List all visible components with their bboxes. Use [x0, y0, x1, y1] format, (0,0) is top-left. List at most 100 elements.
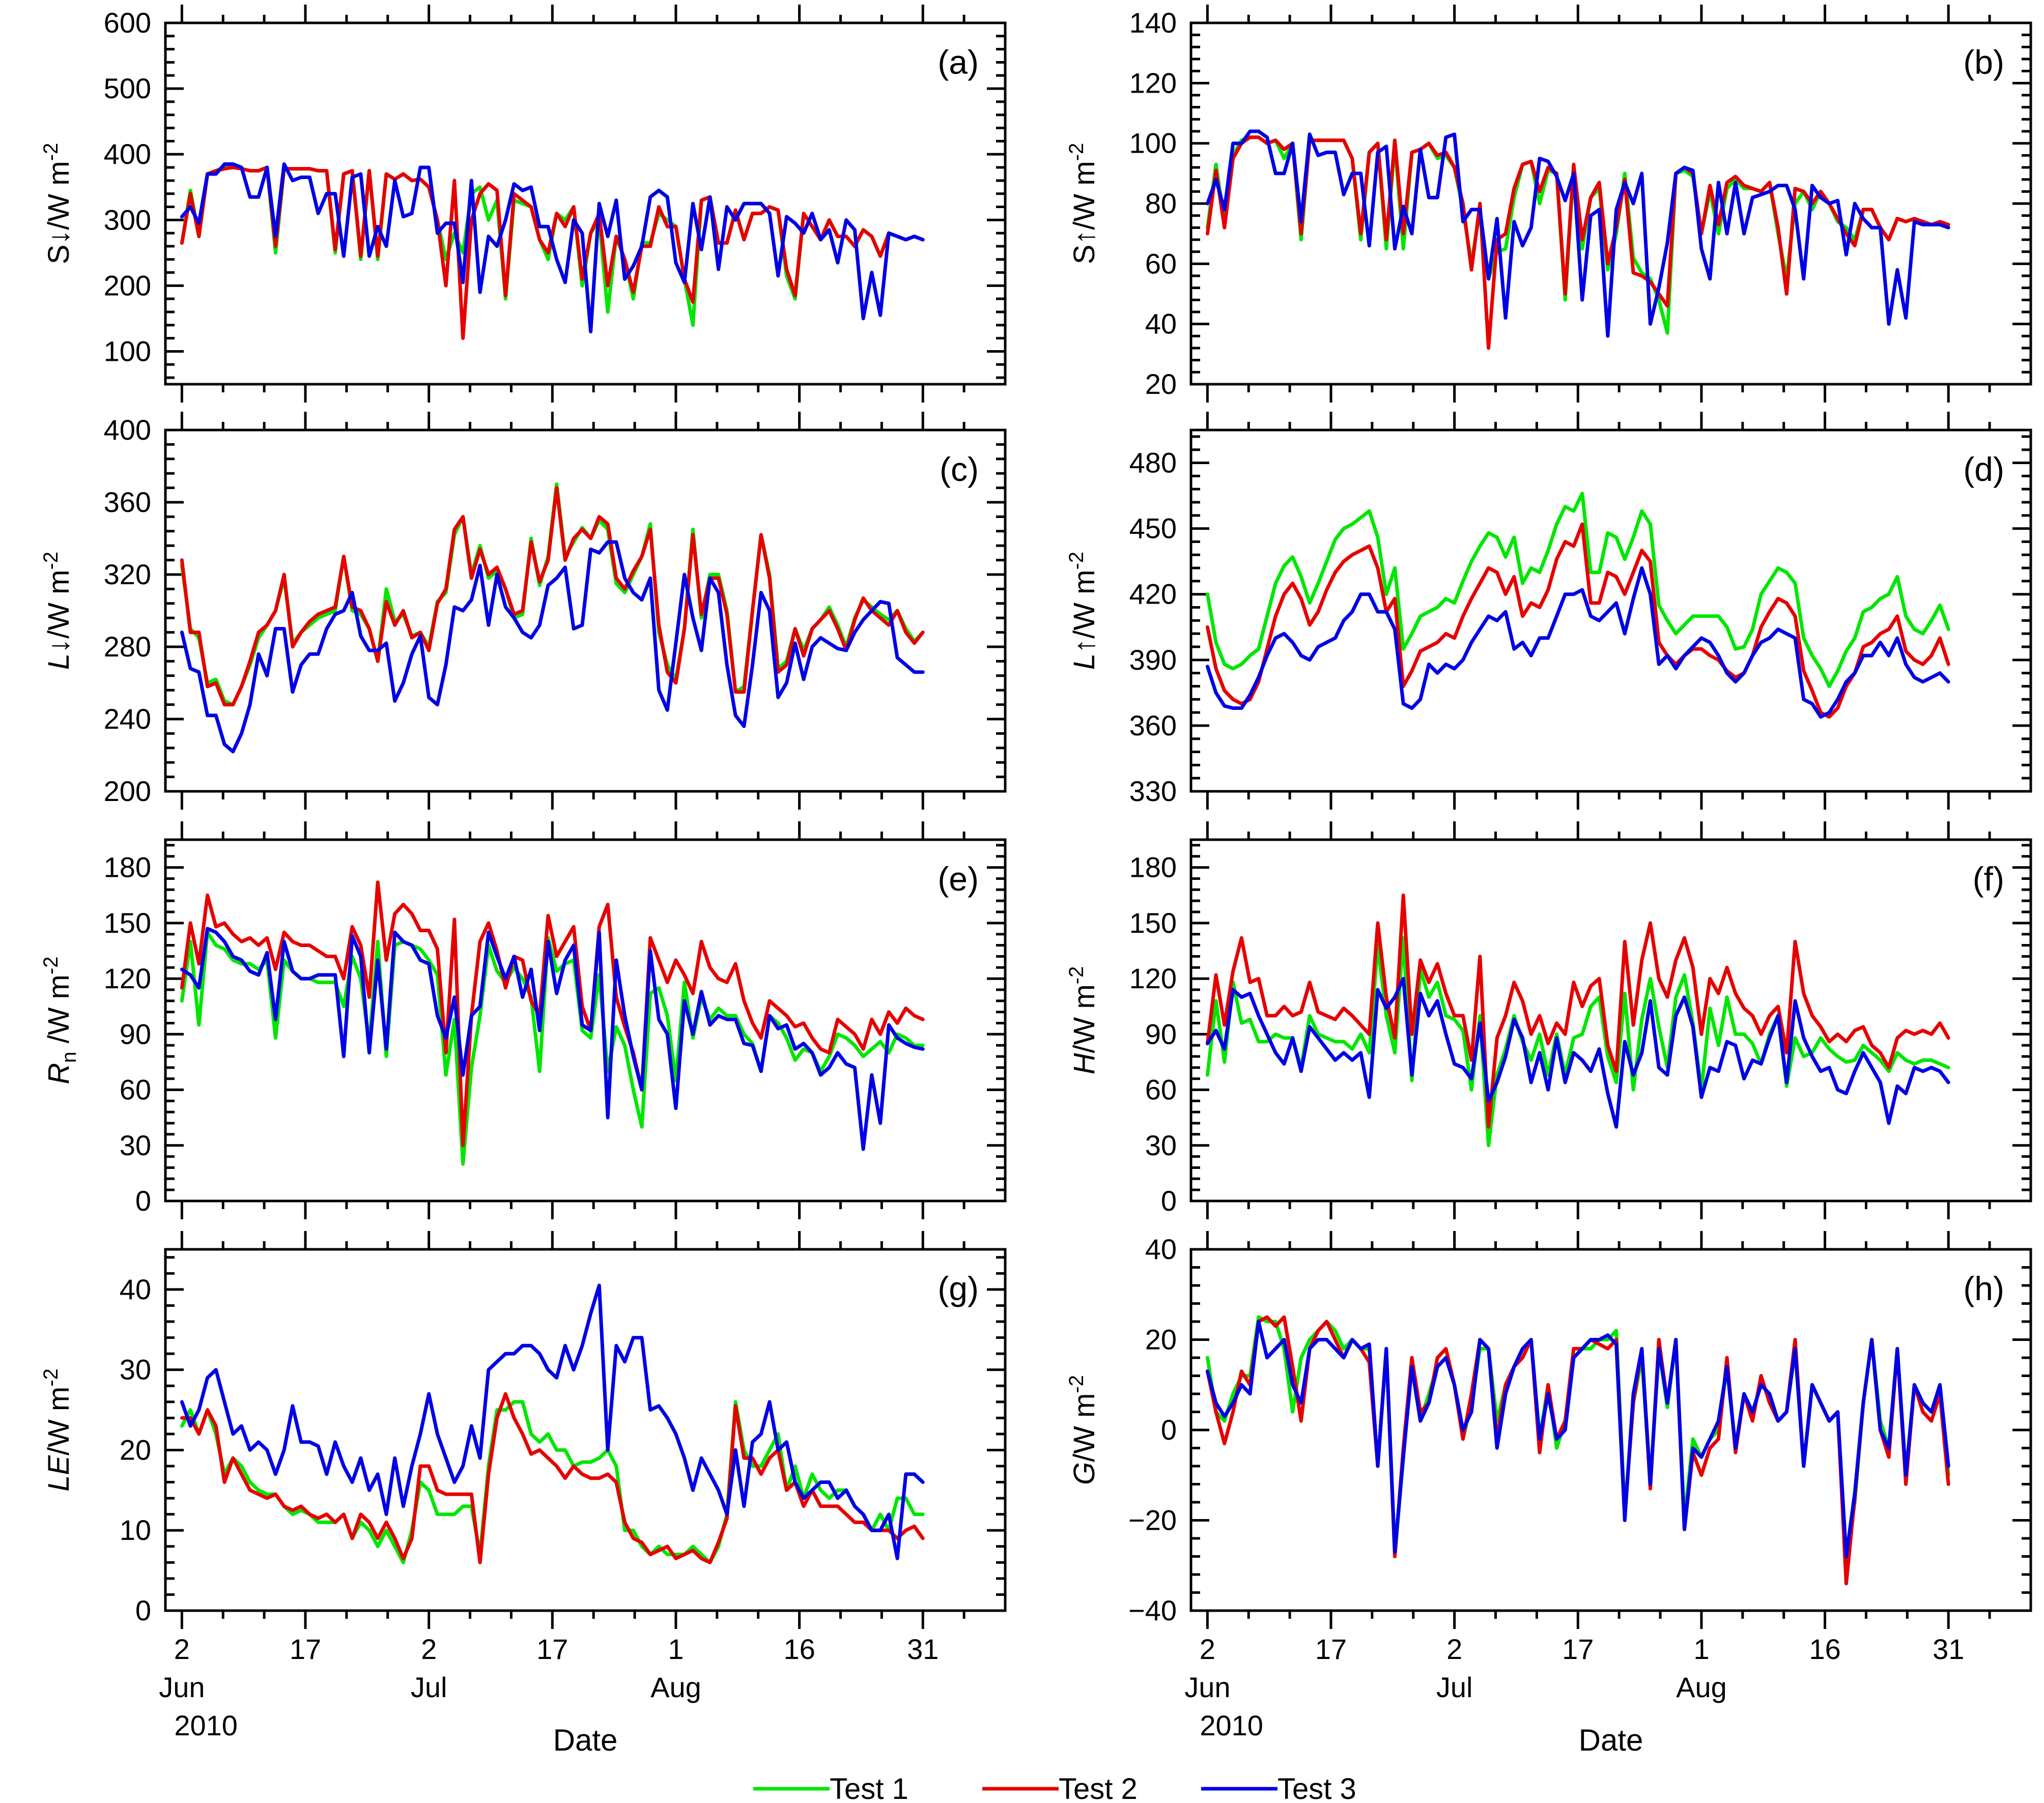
series-line-test-2 — [1205, 135, 1950, 350]
y-tick-label: 60 — [120, 1074, 151, 1106]
series-group — [180, 880, 925, 1166]
panel-h: −40 −20 0 20 40 2 Jun 2010 17 2 Jul 17 1 Aug 16 31 (h) G/… — [1065, 1231, 2032, 1741]
y-tick-label: 30 — [120, 1354, 151, 1386]
y-tick-label: 200 — [104, 775, 151, 807]
y-tick-label: 100 — [1129, 127, 1177, 159]
y-tick-label: 60 — [1145, 1074, 1177, 1106]
x-tick-month-label: Aug — [650, 1671, 701, 1703]
series-line-test-2 — [1205, 1315, 1950, 1586]
x-tick-year-label: 2010 — [174, 1709, 238, 1741]
series-group — [180, 1283, 925, 1564]
panel-label: (h) — [1963, 1270, 2004, 1307]
y-axis-title-unit: S↑/W m — [1068, 161, 1101, 264]
y-axis-title-symbol: LE — [42, 1455, 75, 1492]
y-tick-label: 480 — [1129, 447, 1177, 479]
plot-frame — [164, 1248, 1007, 1612]
y-axis-title-superscript: -2 — [1065, 1375, 1088, 1393]
series-group — [1205, 129, 1950, 350]
y-axis-title-symbol: L — [42, 653, 75, 670]
series-group — [1205, 893, 1950, 1148]
y-axis-title-superscript: -2 — [1065, 143, 1088, 161]
y-tick-label: 400 — [104, 414, 151, 446]
series-line-test-3 — [1205, 1320, 1950, 1558]
panel-e: 0 30 60 90 120 150 180 (e) Rn /W m-2 — [40, 821, 1007, 1219]
x-tick-month-label: Jun — [159, 1671, 205, 1703]
x-tick-label: 17 — [1562, 1633, 1594, 1665]
y-tick-label: 420 — [1129, 578, 1177, 610]
y-tick-label: 0 — [1161, 1414, 1177, 1446]
y-tick-label: 100 — [104, 335, 151, 367]
y-tick-label: 200 — [104, 269, 151, 301]
series-line-test-2 — [180, 165, 925, 340]
y-tick-label: 600 — [104, 7, 151, 39]
x-tick-label: 17 — [1315, 1633, 1347, 1665]
y-axis-title-unit: ↓/W m — [42, 570, 75, 653]
y-tick-label: 390 — [1129, 644, 1177, 676]
series-line-test-3 — [180, 540, 925, 754]
panel-label: (e) — [938, 860, 979, 898]
x-tick-label: 31 — [1933, 1633, 1964, 1665]
legend: Test 1 Test 2 Test 3 — [753, 1772, 1356, 1803]
y-tick-label: 120 — [1129, 962, 1177, 994]
y-tick-label: 30 — [1145, 1129, 1177, 1161]
plot-frame — [164, 21, 1007, 386]
y-tick-label: 300 — [104, 204, 151, 236]
y-tick-label: −40 — [1128, 1594, 1177, 1626]
y-tick-label: 40 — [120, 1273, 151, 1305]
x-tick-month-label: Aug — [1676, 1671, 1727, 1703]
panel-g: 0 10 20 30 40 2 Jun 2010 17 2 Jul 17 1 Aug 16 31 (g) LE/W… — [40, 1231, 1007, 1741]
y-axis-title: H/W m-2 — [1065, 966, 1101, 1075]
panel-label: (a) — [938, 43, 979, 81]
x-tick-label: 2 — [421, 1633, 437, 1665]
y-tick-label: 280 — [104, 631, 151, 663]
y-axis-title: G/W m-2 — [1065, 1375, 1101, 1485]
series-line-test-3 — [1205, 977, 1950, 1129]
y-tick-label: 180 — [1129, 851, 1177, 883]
y-axis-title: Rn /W m-2 — [40, 956, 80, 1084]
y-tick-label: 90 — [120, 1018, 151, 1050]
series-line-test-2 — [180, 880, 925, 1148]
y-tick-label: 120 — [104, 962, 151, 994]
legend-label: Test 2 — [1059, 1772, 1138, 1803]
y-axis-title-unit: S↓/W m — [42, 161, 75, 264]
y-axis-title: S↑/W m-2 — [1065, 143, 1101, 265]
x-tick-year-label: 2010 — [1200, 1709, 1263, 1741]
legend-label: Test 3 — [1278, 1772, 1356, 1803]
series-line-test-2 — [180, 1392, 925, 1564]
y-tick-label: 450 — [1129, 512, 1177, 545]
y-tick-label: 240 — [104, 703, 151, 735]
x-tick-month-label: Jun — [1184, 1671, 1230, 1703]
y-tick-label: 40 — [1145, 1233, 1177, 1265]
y-axis-title-unit: ↑/W m — [1068, 570, 1101, 653]
series-line-test-3 — [1205, 566, 1950, 719]
y-tick-label: 80 — [1145, 187, 1177, 219]
series-group — [180, 162, 925, 340]
x-tick-label: 1 — [668, 1633, 684, 1665]
y-axis-title-unit: /W m — [42, 975, 75, 1051]
y-axis-title-unit: /W m — [1068, 1393, 1101, 1462]
y-tick-label: 90 — [1145, 1018, 1177, 1050]
y-axis-title-superscript: -2 — [1065, 552, 1088, 570]
series-line-test-3 — [180, 1283, 925, 1560]
y-tick-label: 10 — [120, 1514, 151, 1546]
plot-frame — [164, 838, 1007, 1203]
y-tick-label: 0 — [135, 1594, 151, 1626]
panel-c: 200 240 280 320 360 400 (c) L↓/W m-2 — [40, 412, 1007, 810]
series-line-test-2 — [1205, 522, 1950, 719]
x-tick-label: 2 — [1446, 1633, 1462, 1665]
y-tick-label: 0 — [1161, 1185, 1177, 1217]
y-tick-label: −20 — [1128, 1504, 1177, 1536]
y-tick-label: 0 — [135, 1185, 151, 1217]
plot-frame — [1189, 428, 2032, 793]
y-axis-title: LE/W m-2 — [40, 1368, 75, 1492]
series-group — [180, 482, 925, 754]
series-line-test-1 — [180, 1400, 925, 1564]
x-tick-month-label: Jul — [411, 1671, 447, 1703]
legend-label: Test 1 — [830, 1772, 909, 1803]
y-tick-label: 20 — [120, 1434, 151, 1466]
y-tick-label: 150 — [1129, 907, 1177, 939]
x-tick-label: 16 — [783, 1633, 815, 1665]
y-axis-title-symbol: L — [1068, 653, 1101, 670]
